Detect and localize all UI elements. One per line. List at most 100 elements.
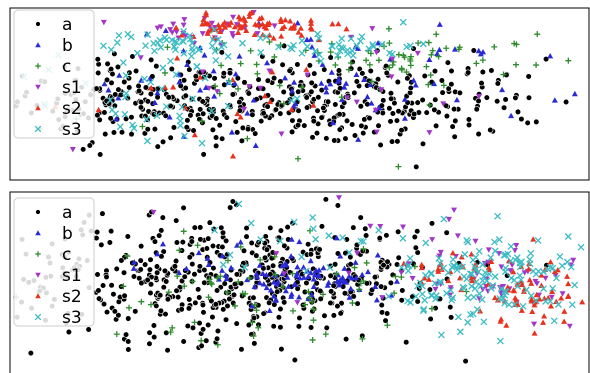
point-a bbox=[378, 309, 386, 316]
point-a bbox=[403, 339, 410, 346]
point-b bbox=[266, 307, 273, 314]
point-a bbox=[108, 282, 115, 289]
point-a bbox=[361, 116, 368, 123]
point-s3 bbox=[544, 265, 552, 273]
point-s2 bbox=[298, 32, 305, 38]
point-s2 bbox=[485, 281, 492, 287]
point-a bbox=[137, 266, 144, 273]
point-a bbox=[449, 123, 456, 130]
legend-marker-s1 bbox=[35, 272, 41, 278]
point-a bbox=[122, 331, 130, 338]
point-b bbox=[571, 90, 578, 97]
point-a bbox=[411, 233, 418, 241]
point-a bbox=[93, 85, 100, 92]
point-s3 bbox=[481, 269, 489, 277]
point-s3 bbox=[116, 123, 124, 131]
point-a bbox=[321, 66, 328, 73]
point-a bbox=[107, 115, 114, 122]
point-a bbox=[226, 69, 234, 77]
point-b bbox=[426, 56, 433, 62]
point-s3 bbox=[339, 234, 347, 242]
point-a bbox=[100, 301, 108, 308]
point-a bbox=[102, 130, 109, 138]
point-b bbox=[310, 283, 317, 289]
point-a bbox=[308, 79, 315, 86]
point-s1 bbox=[377, 223, 384, 230]
point-c bbox=[181, 283, 188, 290]
point-b bbox=[410, 77, 417, 83]
point-a bbox=[327, 299, 334, 307]
point-a bbox=[248, 239, 255, 247]
point-b bbox=[367, 81, 374, 88]
point-s2 bbox=[530, 236, 537, 242]
point-a bbox=[220, 306, 227, 313]
point-s2 bbox=[525, 265, 532, 272]
point-a bbox=[147, 281, 155, 288]
point-s3 bbox=[480, 318, 488, 326]
point-b bbox=[305, 273, 312, 279]
point-b bbox=[334, 78, 341, 84]
point-b bbox=[343, 80, 350, 86]
point-a bbox=[197, 236, 204, 243]
point-s1 bbox=[230, 33, 237, 40]
point-s3 bbox=[479, 277, 487, 285]
point-a bbox=[272, 106, 280, 113]
point-s1 bbox=[451, 207, 458, 214]
point-a bbox=[322, 196, 329, 203]
point-a bbox=[112, 91, 119, 98]
point-a bbox=[391, 99, 398, 107]
point-s2 bbox=[243, 27, 250, 33]
point-b bbox=[294, 270, 301, 276]
point-s3 bbox=[106, 96, 114, 104]
point-a bbox=[473, 106, 480, 113]
point-s1 bbox=[170, 21, 177, 28]
point-c bbox=[310, 306, 317, 313]
point-s2 bbox=[251, 31, 258, 38]
point-a bbox=[146, 266, 154, 273]
point-s2 bbox=[228, 19, 235, 25]
point-s3 bbox=[328, 42, 336, 50]
point-a bbox=[413, 163, 420, 170]
point-b bbox=[282, 260, 289, 266]
point-a bbox=[174, 294, 182, 301]
point-s3 bbox=[241, 263, 249, 271]
point-s2 bbox=[235, 29, 242, 35]
point-s3 bbox=[349, 51, 357, 59]
point-a bbox=[147, 256, 154, 263]
point-a bbox=[475, 97, 482, 105]
point-s3 bbox=[303, 43, 311, 51]
point-c bbox=[289, 270, 296, 277]
point-s3 bbox=[480, 273, 488, 281]
point-a bbox=[213, 335, 221, 342]
point-a bbox=[251, 340, 258, 347]
point-b bbox=[260, 281, 267, 287]
point-a bbox=[161, 267, 169, 274]
point-a bbox=[234, 129, 241, 136]
point-a bbox=[271, 75, 278, 82]
point-s3 bbox=[224, 52, 232, 60]
point-a bbox=[209, 242, 217, 250]
point-b bbox=[210, 67, 217, 74]
point-s2 bbox=[197, 74, 204, 80]
point-b bbox=[222, 272, 229, 278]
point-s3 bbox=[338, 35, 346, 43]
point-c bbox=[411, 263, 418, 270]
point-s3 bbox=[211, 47, 219, 55]
point-a bbox=[343, 336, 350, 343]
point-s1 bbox=[447, 285, 454, 291]
point-a bbox=[173, 287, 180, 294]
point-b bbox=[401, 96, 408, 102]
point-a bbox=[336, 111, 343, 118]
point-c bbox=[389, 62, 396, 69]
point-a bbox=[146, 329, 153, 336]
point-c bbox=[206, 276, 213, 283]
point-s3 bbox=[479, 261, 487, 269]
point-a bbox=[525, 73, 532, 80]
point-s1 bbox=[389, 56, 396, 62]
point-a bbox=[170, 124, 178, 131]
point-b bbox=[355, 45, 362, 51]
point-s1 bbox=[570, 257, 577, 264]
point-a bbox=[388, 138, 396, 145]
point-a bbox=[479, 68, 486, 76]
point-s3 bbox=[187, 52, 195, 60]
